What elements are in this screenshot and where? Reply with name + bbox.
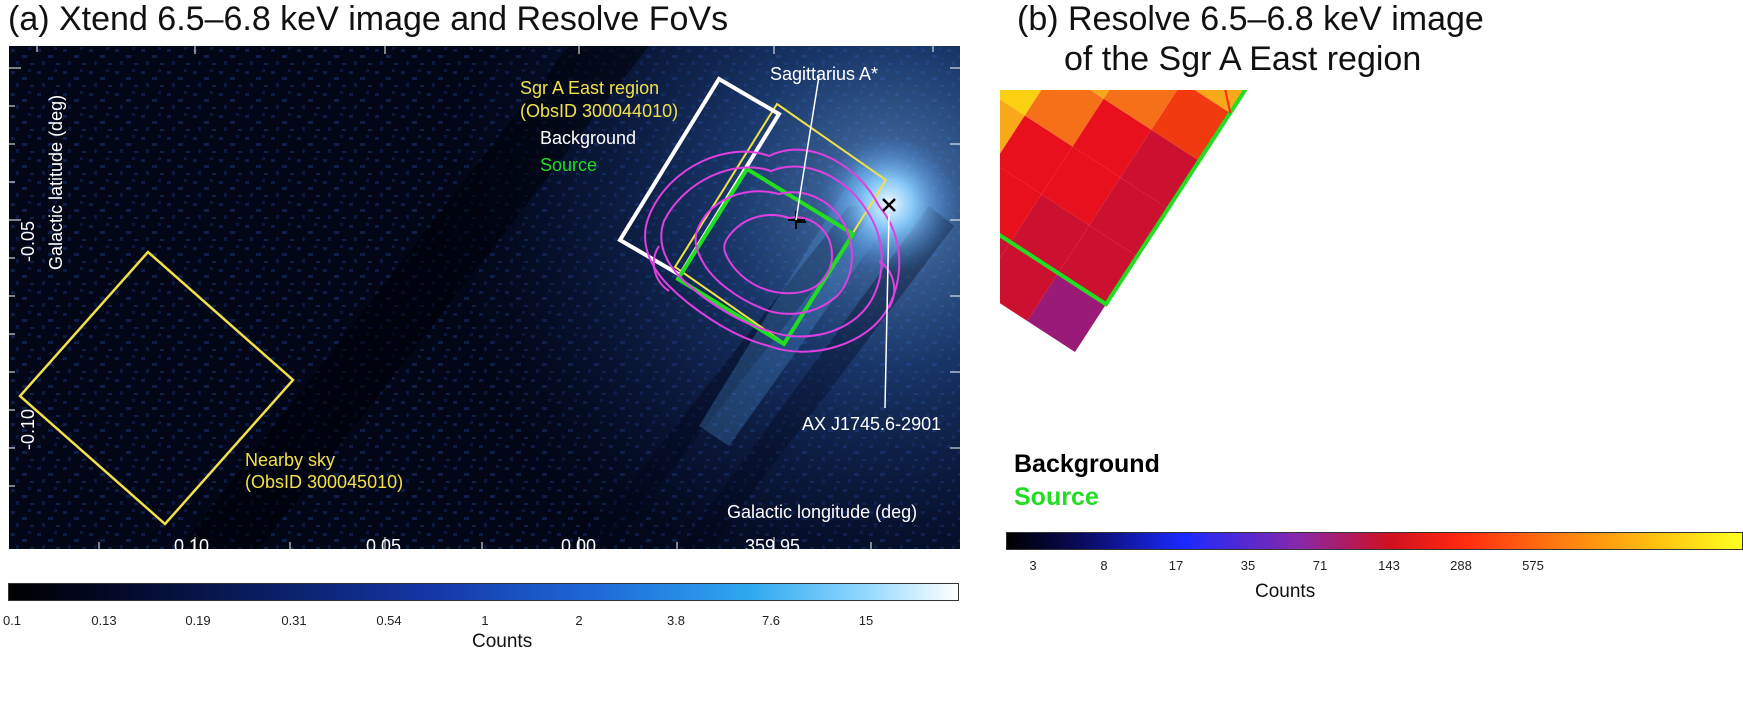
colorbar-tick-label: 575 (1522, 558, 1544, 573)
colorbar-tick-label: 17 (1168, 558, 1184, 573)
panel-b-title-line1: (b) Resolve 6.5–6.8 keV image (1017, 0, 1484, 38)
resolve-pixel (1072, 98, 1152, 178)
excluded-pixel-cross (1212, 90, 1232, 114)
image-axis-ticks (9, 46, 960, 549)
colorbar-tick-label: 7.6 (761, 613, 781, 628)
panel-a-title: (a) Xtend 6.5–6.8 keV image and Resolve … (8, 0, 729, 38)
resolve-pixel (1000, 90, 1025, 164)
background-label: Background (540, 128, 637, 148)
colorbar-tick-label: 0.13 (91, 613, 117, 628)
xtend-image (9, 46, 960, 549)
lon-tick: 0.05 (366, 536, 402, 556)
source-label: Source (540, 155, 598, 175)
colorbar-tick-label: 1 (481, 613, 489, 628)
colorbar-tick-label: 288 (1450, 558, 1472, 573)
source-fov-box (675, 166, 856, 347)
source-pixel-outline (1000, 90, 1265, 307)
sgr-a-star-pointer (795, 75, 820, 221)
sagittarius-label: Sagittarius A* (770, 64, 879, 84)
colorbar-tick-label: 0.1 (2, 613, 22, 628)
colorbar-tick-label: 8 (1100, 558, 1108, 573)
colorbar-tick-label: 0.54 (376, 613, 402, 628)
x-axis-label: Galactic longitude (deg) (727, 502, 918, 522)
resolve-pixel (1041, 146, 1121, 226)
resolve-pixel-grid (1000, 90, 1265, 352)
panel-b-title-line2: of the Sgr A East region (1064, 40, 1422, 78)
panel-b-colorbar (1006, 532, 1743, 550)
nearby-sky-label: Nearby sky (245, 450, 336, 470)
panel-a-colorbar (8, 583, 959, 601)
colorbar-tick-label: 71 (1312, 558, 1328, 573)
legend-background: Background (1014, 450, 1160, 478)
nearby-sky-box (18, 250, 295, 526)
panel-a-colorbar-ticks: 0.1 0.13 0.19 0.31 0.54 1 2 3.8 7.6 15 (0, 613, 1000, 633)
ax-source-pointer (884, 213, 890, 409)
lon-tick: 359.95 (745, 536, 801, 556)
resolve-pixel (1024, 90, 1104, 147)
panel-b-colorbar-label: Counts (1255, 581, 1316, 602)
nearby-sky-obsid-label: (ObsID 300045010) (245, 472, 404, 492)
lat-tick: -0.05 (18, 220, 38, 262)
y-axis-label: Galactic latitude (deg) (46, 94, 66, 270)
lon-tick: 0.10 (174, 536, 210, 556)
colorbar-tick-label: 3.8 (666, 613, 686, 628)
colorbar-tick-label: 0.19 (185, 613, 211, 628)
legend-source: Source (1014, 483, 1099, 511)
resolve-pixel (1000, 163, 1042, 243)
ax-source-marker (882, 198, 896, 212)
resolve-pixel (1103, 90, 1183, 130)
colorbar-tick-label: 143 (1378, 558, 1400, 573)
sgr-a-east-region-label: Sgr A East region (520, 78, 660, 98)
sgr-a-east-obsid-label: (ObsID 300044010) (520, 101, 679, 121)
panel-a-colorbar-label: Counts (472, 631, 533, 652)
lon-tick: 0.00 (561, 536, 597, 556)
colorbar-tick-label: 3 (1029, 558, 1037, 573)
panel-b-colorbar-ticks: 3 8 17 35 71 143 288 575 (0, 558, 1743, 578)
resolve-pixel-map (1000, 90, 1265, 352)
colorbar-tick-label: 35 (1240, 558, 1256, 573)
colorbar-tick-label: 0.31 (281, 613, 307, 628)
lat-tick: -0.10 (18, 408, 38, 450)
colorbar-tick-label: 15 (858, 613, 874, 628)
ax-source-label: AX J1745.6-2901 (802, 414, 942, 434)
contour-lines (644, 148, 901, 353)
resolve-pixel (1000, 90, 1056, 116)
colorbar-tick-label: 2 (575, 613, 583, 628)
resolve-pixel (1000, 115, 1073, 195)
